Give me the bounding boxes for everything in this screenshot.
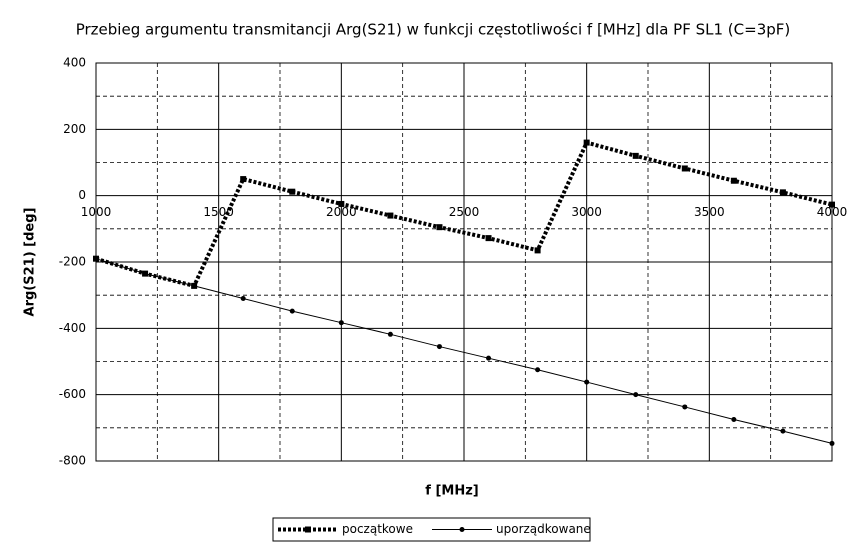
- legend-label: uporządkowane: [496, 522, 591, 536]
- marker: [93, 256, 99, 262]
- marker: [779, 189, 786, 196]
- y-tick-label: -400: [59, 321, 86, 335]
- marker: [387, 212, 394, 219]
- y-tick-label: -800: [59, 454, 86, 468]
- marker: [436, 224, 443, 231]
- marker: [486, 355, 492, 361]
- marker: [829, 201, 835, 208]
- marker: [583, 139, 590, 146]
- marker: [191, 283, 197, 289]
- marker: [584, 379, 590, 385]
- marker: [682, 404, 688, 410]
- marker: [338, 320, 344, 326]
- marker: [387, 331, 393, 337]
- marker: [633, 392, 639, 398]
- y-tick-label: 400: [63, 56, 86, 70]
- marker: [485, 235, 492, 242]
- marker: [289, 188, 296, 195]
- marker: [535, 367, 541, 373]
- marker: [240, 295, 246, 301]
- x-tick-label: 4000: [817, 205, 848, 219]
- x-tick-label: 2000: [326, 205, 357, 219]
- x-tick-label: 1500: [203, 205, 234, 219]
- marker: [730, 177, 737, 184]
- x-tick-label: 1000: [81, 205, 112, 219]
- x-tick-label: 3000: [571, 205, 602, 219]
- series-line: [95, 258, 833, 444]
- marker: [632, 152, 639, 159]
- legend: [272, 517, 591, 542]
- x-tick-label: 2500: [449, 205, 480, 219]
- y-tick-label: -200: [59, 255, 86, 269]
- y-tick-label: -600: [59, 387, 86, 401]
- x-tick-label: 3500: [694, 205, 725, 219]
- marker: [731, 417, 737, 423]
- marker: [142, 271, 148, 277]
- marker: [459, 527, 465, 532]
- marker: [681, 165, 688, 172]
- series-line: [95, 140, 833, 289]
- legend-label: początkowe: [342, 522, 413, 536]
- y-tick-label: 0: [78, 188, 86, 202]
- marker: [436, 344, 442, 350]
- y-axis-label: Arg(S21) [deg]: [23, 208, 38, 317]
- marker: [534, 247, 541, 254]
- marker: [240, 176, 247, 183]
- chart-title: Przebieg argumentu transmitancji Arg(S21…: [76, 21, 791, 39]
- marker: [305, 526, 311, 533]
- x-axis-label: f [MHz]: [425, 484, 478, 499]
- marker: [829, 440, 835, 446]
- marker: [780, 428, 786, 434]
- marker: [338, 200, 345, 207]
- y-tick-label: 200: [63, 122, 86, 136]
- marker: [289, 308, 295, 314]
